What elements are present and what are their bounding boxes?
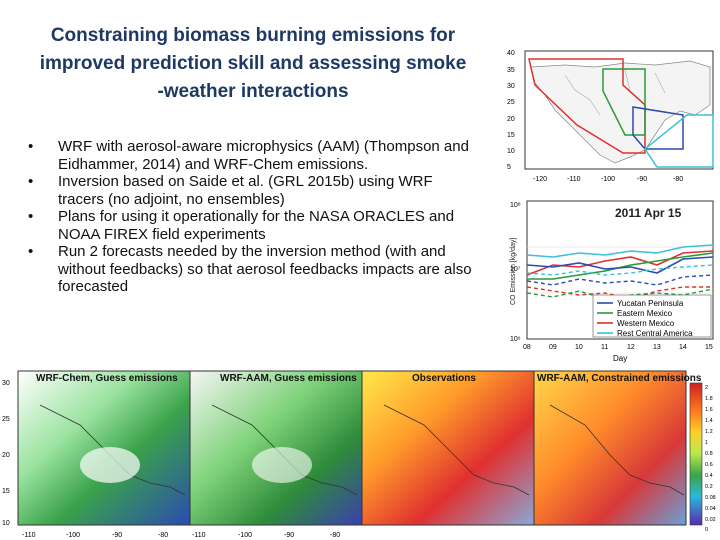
- panel-title: Observations: [412, 373, 476, 384]
- chart-y-tick: 10⁷: [510, 266, 521, 273]
- colorbar-tick: 0: [705, 527, 708, 533]
- bottom-x-tick: -90: [284, 532, 294, 539]
- panel-title: WRF-Chem, Guess emissions: [36, 373, 178, 384]
- map-x-tick: -100: [601, 176, 615, 183]
- region-western-mexico: [528, 58, 646, 154]
- bottom-x-tick: -100: [238, 532, 252, 539]
- landmass-shape: [530, 60, 711, 164]
- legend-item: Yucatan Peninsula: [617, 299, 684, 308]
- bottom-maps-svg: WRF-Chem, Guess emissions WRF-AAM, Guess…: [2, 370, 716, 539]
- slide-title: Constraining biomass burning emissions f…: [8, 22, 498, 106]
- chart-x-tick: 15: [705, 344, 713, 351]
- colorbar-tick: 1.6: [705, 407, 713, 413]
- colorbar-tick: 0.8: [705, 451, 713, 457]
- bullet-list: WRF with aerosol-aware microphysics (AAM…: [28, 138, 473, 296]
- legend-item: Eastern Mexico: [617, 309, 673, 318]
- colorbar-tick: 0.6: [705, 462, 713, 468]
- title-line-1: Constraining biomass burning emissions f…: [50, 25, 456, 46]
- state-borders: [564, 69, 666, 116]
- chart-legend: [592, 294, 712, 338]
- map-x-tick: -110: [567, 176, 581, 183]
- colorbar-tick: 0.2: [705, 484, 713, 490]
- panel-title: WRF-AAM, Constrained emissions: [537, 373, 702, 384]
- chart-title: 2011 Apr 15: [615, 206, 682, 220]
- region-yucatan: [632, 106, 684, 150]
- coastline: [549, 404, 685, 496]
- bullet-item: Inversion based on Saide et al. (GRL 201…: [28, 173, 473, 208]
- legend-item: Rest Central America: [617, 329, 693, 338]
- series-western-mexico-solid: [526, 250, 714, 276]
- chart-x-tick: 09: [549, 344, 557, 351]
- chart-y-tick: 10⁶: [510, 336, 521, 343]
- colorbar-tick: 0.08: [705, 495, 716, 501]
- map-y-tick: 40: [507, 50, 515, 57]
- map-y-tick: 15: [507, 132, 515, 139]
- map-y-tick: 30: [507, 83, 515, 90]
- bottom-map-strip: WRF-Chem, Guess emissions WRF-AAM, Guess…: [0, 365, 720, 540]
- series-rest-dashed: [526, 264, 714, 276]
- bottom-x-tick: -110: [22, 532, 36, 539]
- bottom-x-tick: -110: [192, 532, 206, 539]
- bottom-y-tick: 20: [2, 452, 10, 459]
- coastline: [383, 404, 530, 496]
- colorbar-tick: 1.4: [705, 418, 713, 424]
- map-x-tick: -120: [533, 176, 547, 183]
- map-y-tick: 35: [507, 67, 515, 74]
- chart-ylabel: CO Emission [kg/day]: [510, 238, 517, 305]
- bottom-y-tick: 10: [2, 520, 10, 527]
- map-y-tick: 5: [507, 164, 511, 171]
- map-panel-observations: [361, 370, 535, 526]
- legend-item: Western Mexico: [617, 319, 675, 328]
- chart-xlabel: Day: [613, 354, 627, 363]
- bullet-item: Run 2 forecasts needed by the inversion …: [28, 243, 473, 296]
- series-yucatan-solid: [526, 256, 714, 274]
- bottom-y-tick: 15: [2, 488, 10, 495]
- chart-x-tick: 13: [653, 344, 661, 351]
- bottom-x-tick: -80: [158, 532, 168, 539]
- panel-title: WRF-AAM, Guess emissions: [220, 373, 357, 384]
- bullet-item: Plans for using it operationally for the…: [28, 208, 473, 243]
- bottom-y-tick: 30: [2, 380, 10, 387]
- chart-x-tick: 14: [679, 344, 687, 351]
- chart-x-tick: 12: [627, 344, 635, 351]
- region-map: 40 35 30 25 20 15 10 5 -120 -110 -100 -9…: [505, 45, 717, 185]
- chart-x-tick: 10: [575, 344, 583, 351]
- emission-chart: 2011 Apr 15 CO Emission [kg/day] 10⁸ 10⁷…: [505, 195, 717, 365]
- chart-x-tick: 11: [601, 344, 608, 351]
- colorbar-tick: 0.4: [705, 473, 713, 479]
- colorbar-tick: 2: [705, 385, 708, 391]
- region-rest-central-america: [643, 114, 714, 168]
- map-panel-wrf-aam-constrained: [533, 370, 687, 526]
- series-yucatan-dashed: [526, 274, 714, 286]
- colorbar-tick: 1.2: [705, 429, 713, 435]
- map-y-tick: 20: [507, 116, 515, 123]
- map-y-tick: 10: [507, 148, 515, 155]
- map-x-tick: -80: [673, 176, 683, 183]
- bottom-x-tick: -100: [66, 532, 80, 539]
- gulf-area: [80, 447, 140, 483]
- colorbar-tick: 1: [705, 440, 708, 446]
- bottom-x-tick: -80: [330, 532, 340, 539]
- bottom-x-tick: -90: [112, 532, 122, 539]
- title-line-2: improved prediction skill and assessing …: [39, 53, 467, 74]
- map-x-tick: -90: [637, 176, 647, 183]
- map-y-tick: 25: [507, 99, 515, 106]
- region-eastern-mexico: [602, 68, 646, 136]
- region-map-svg: 40 35 30 25 20 15 10 5 -120 -110 -100 -9…: [507, 50, 714, 183]
- bullet-item: WRF with aerosol-aware microphysics (AAM…: [28, 138, 473, 173]
- bottom-y-tick: 25: [2, 416, 10, 423]
- series-rest-solid: [526, 244, 714, 258]
- emission-chart-svg: 2011 Apr 15 CO Emission [kg/day] 10⁸ 10⁷…: [510, 200, 714, 363]
- colorbar: [689, 382, 703, 526]
- chart-y-tick: 10⁸: [510, 202, 521, 209]
- gulf-area: [252, 447, 312, 483]
- colorbar-tick: 1.8: [705, 396, 713, 402]
- title-line-3: -weather interactions: [157, 81, 349, 102]
- colorbar-tick: 0.02: [705, 517, 716, 523]
- chart-x-tick: 08: [523, 344, 531, 351]
- colorbar-tick: 0.04: [705, 506, 716, 512]
